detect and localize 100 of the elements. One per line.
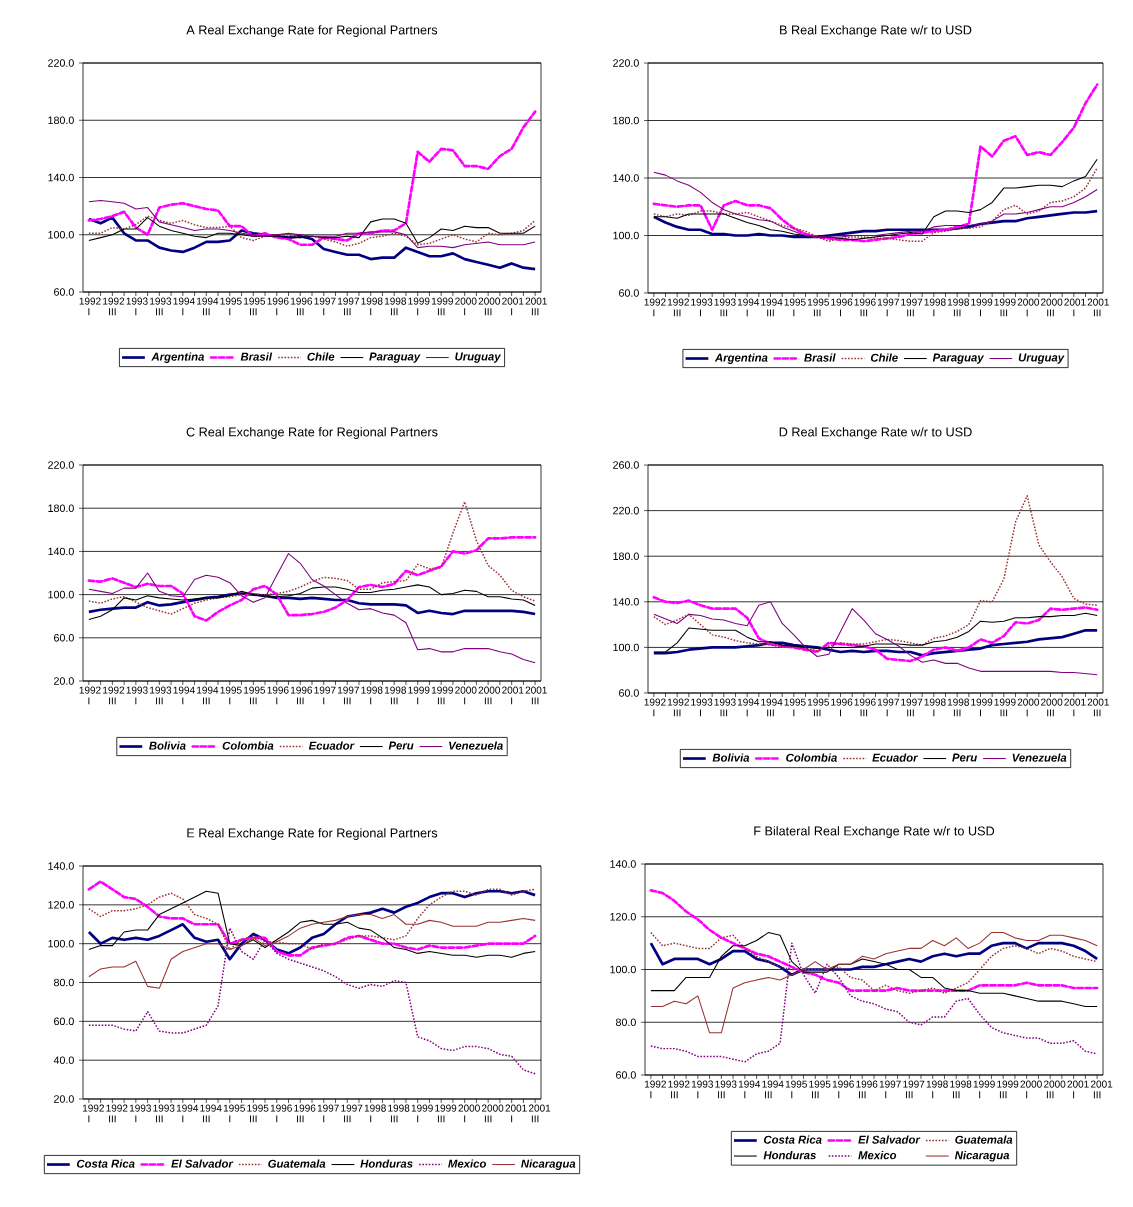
y-tick-label: 140.0 — [613, 598, 639, 606]
y-tick-label: 220.0 — [613, 506, 639, 515]
legend-label: Ecuador — [872, 753, 919, 762]
x-tick-label: 1994 III — [762, 1080, 784, 1099]
x-tick-label: 1992 I — [644, 1080, 666, 1099]
legend-label: Colombia — [786, 753, 837, 762]
y-tick-label: 100.0 — [48, 939, 74, 948]
x-tick-label: 1992 III — [667, 698, 689, 717]
y-tick-label: 80.0 — [53, 978, 74, 987]
y-tick-label: 140.0 — [48, 862, 74, 870]
y-tick-label: 180.0 — [613, 116, 639, 125]
y-tick-label: 60.0 — [616, 1071, 636, 1079]
x-tick-label: 1995 III — [807, 298, 829, 317]
legend-label: Peru — [388, 741, 414, 750]
x-tick-label: 1995 I — [223, 1104, 245, 1123]
x-tick-label: 1994 III — [761, 698, 783, 717]
x-tick-label: 1998 III — [384, 297, 407, 316]
legend-label: Peru — [952, 753, 978, 762]
y-tick-label: 100.0 — [610, 965, 636, 974]
x-tick-label: 1994 III — [197, 686, 219, 705]
x-tick-label: 1997 I — [314, 297, 336, 316]
chart-title: D Real Exchange Rate w/r to USD — [779, 427, 972, 439]
x-tick-label: 1993 I — [126, 297, 148, 316]
x-tick-label: 2001 I — [505, 1104, 527, 1123]
x-tick-label: 2001 I — [502, 686, 524, 705]
legend-label: Paraguay — [369, 352, 421, 363]
y-tick-label: 60.0 — [619, 289, 639, 297]
legend-label: Guatemala — [268, 1159, 326, 1168]
legend-label: Uruguay — [455, 352, 502, 363]
x-tick-label: 1997 III — [341, 1104, 363, 1123]
legend-label: Argentina — [714, 353, 768, 364]
legend-label: Ecuador — [308, 741, 355, 750]
y-tick-label: 220.0 — [48, 461, 74, 469]
y-tick-label: 60.0 — [54, 634, 74, 642]
x-tick-label: 1999 III — [431, 686, 453, 705]
x-tick-label: 1993 III — [714, 298, 736, 317]
x-tick-label: 1999 III — [994, 298, 1016, 317]
x-tick-label: 1998 III — [950, 1080, 972, 1099]
x-tick-label: 1994 I — [176, 1104, 199, 1123]
x-tick-label: 1999 III — [431, 297, 453, 316]
y-tick-label: 180.0 — [613, 552, 639, 560]
x-tick-label: 1998 I — [924, 298, 946, 317]
x-tick-label: 1994 I — [737, 298, 760, 317]
x-tick-label: 1997 I — [314, 686, 336, 705]
x-tick-label: 1995 III — [247, 1104, 269, 1123]
legend-label: Mexico — [858, 1150, 897, 1160]
y-tick-label: 100.0 — [613, 231, 639, 240]
x-tick-label: 1992 I — [644, 298, 666, 317]
y-tick-label: 140.0 — [48, 547, 74, 556]
x-tick-label: 1998 I — [361, 297, 383, 316]
x-tick-label: 1992 III — [667, 298, 689, 317]
chart-title: B Real Exchange Rate w/r to USD — [780, 25, 972, 37]
x-tick-label: 1992 III — [103, 686, 125, 705]
x-tick-label: 1994 III — [197, 297, 219, 316]
x-tick-label: 1996 I — [267, 297, 289, 316]
x-tick-label: 1993 I — [691, 1080, 713, 1099]
x-tick-label: 1999 I — [973, 1080, 995, 1099]
legend-label: Honduras — [360, 1159, 413, 1168]
x-tick-label: 2001 I — [502, 297, 524, 316]
x-tick-label: 1993 III — [153, 1104, 175, 1123]
chart-title: E Real Exchange Rate for Regional Partners — [187, 828, 438, 840]
x-tick-label: 2001 I — [1067, 1080, 1089, 1099]
chart-title: A Real Exchange Rate for Regional Partners — [186, 25, 438, 37]
x-tick-label: 2000 III — [478, 297, 500, 316]
x-tick-label: 1996 I — [831, 298, 853, 317]
y-tick-label: 140.0 — [613, 174, 639, 182]
x-tick-label: 1998 III — [947, 698, 969, 717]
y-tick-label: 180.0 — [48, 504, 74, 512]
x-tick-label: 2000 I — [1017, 698, 1040, 717]
x-tick-label: 1997 III — [337, 686, 359, 705]
legend-label: Uruguay — [1018, 353, 1065, 364]
x-tick-label: 1996 I — [267, 686, 289, 705]
x-tick-label: 1992 I — [644, 698, 666, 717]
x-tick-label: 1995 III — [244, 297, 266, 316]
x-tick-label: 2000 I — [458, 1104, 480, 1123]
legend-label: Honduras — [763, 1150, 816, 1160]
x-tick-label: 1995 III — [807, 698, 829, 717]
chart-title: F Bilateral Real Exchange Rate w/r to USD — [754, 826, 995, 838]
x-tick-label: 1993 III — [150, 297, 172, 316]
x-tick-label: 2001 I — [1064, 298, 1086, 317]
x-tick-label: 1998 I — [926, 1080, 948, 1099]
x-tick-label: 1999 III — [997, 1080, 1019, 1099]
x-tick-label: 1996 I — [270, 1104, 292, 1123]
legend-label: Guatemala — [955, 1135, 1013, 1144]
y-tick-label: 100.0 — [613, 643, 639, 652]
x-tick-label: 1993 III — [714, 698, 736, 717]
x-tick-label: 1996 III — [854, 698, 876, 717]
x-tick-label: 1999 I — [408, 686, 430, 705]
x-tick-label: 1997 I — [877, 698, 899, 717]
y-tick-label: 220.0 — [48, 59, 74, 67]
x-tick-label: 1996 I — [832, 1080, 854, 1099]
x-tick-label: 1994 I — [173, 297, 195, 316]
x-tick-label: 1996 III — [294, 1104, 316, 1123]
x-tick-label: 1999 I — [971, 698, 993, 717]
x-tick-label: 1999 III — [435, 1104, 457, 1123]
x-tick-label: 1993 I — [129, 1104, 151, 1123]
x-tick-label: 1994 III — [761, 298, 783, 317]
x-tick-label: 2000 III — [478, 686, 500, 705]
x-tick-label: 1998 III — [384, 686, 407, 705]
x-tick-label: 1994 I — [173, 686, 195, 705]
